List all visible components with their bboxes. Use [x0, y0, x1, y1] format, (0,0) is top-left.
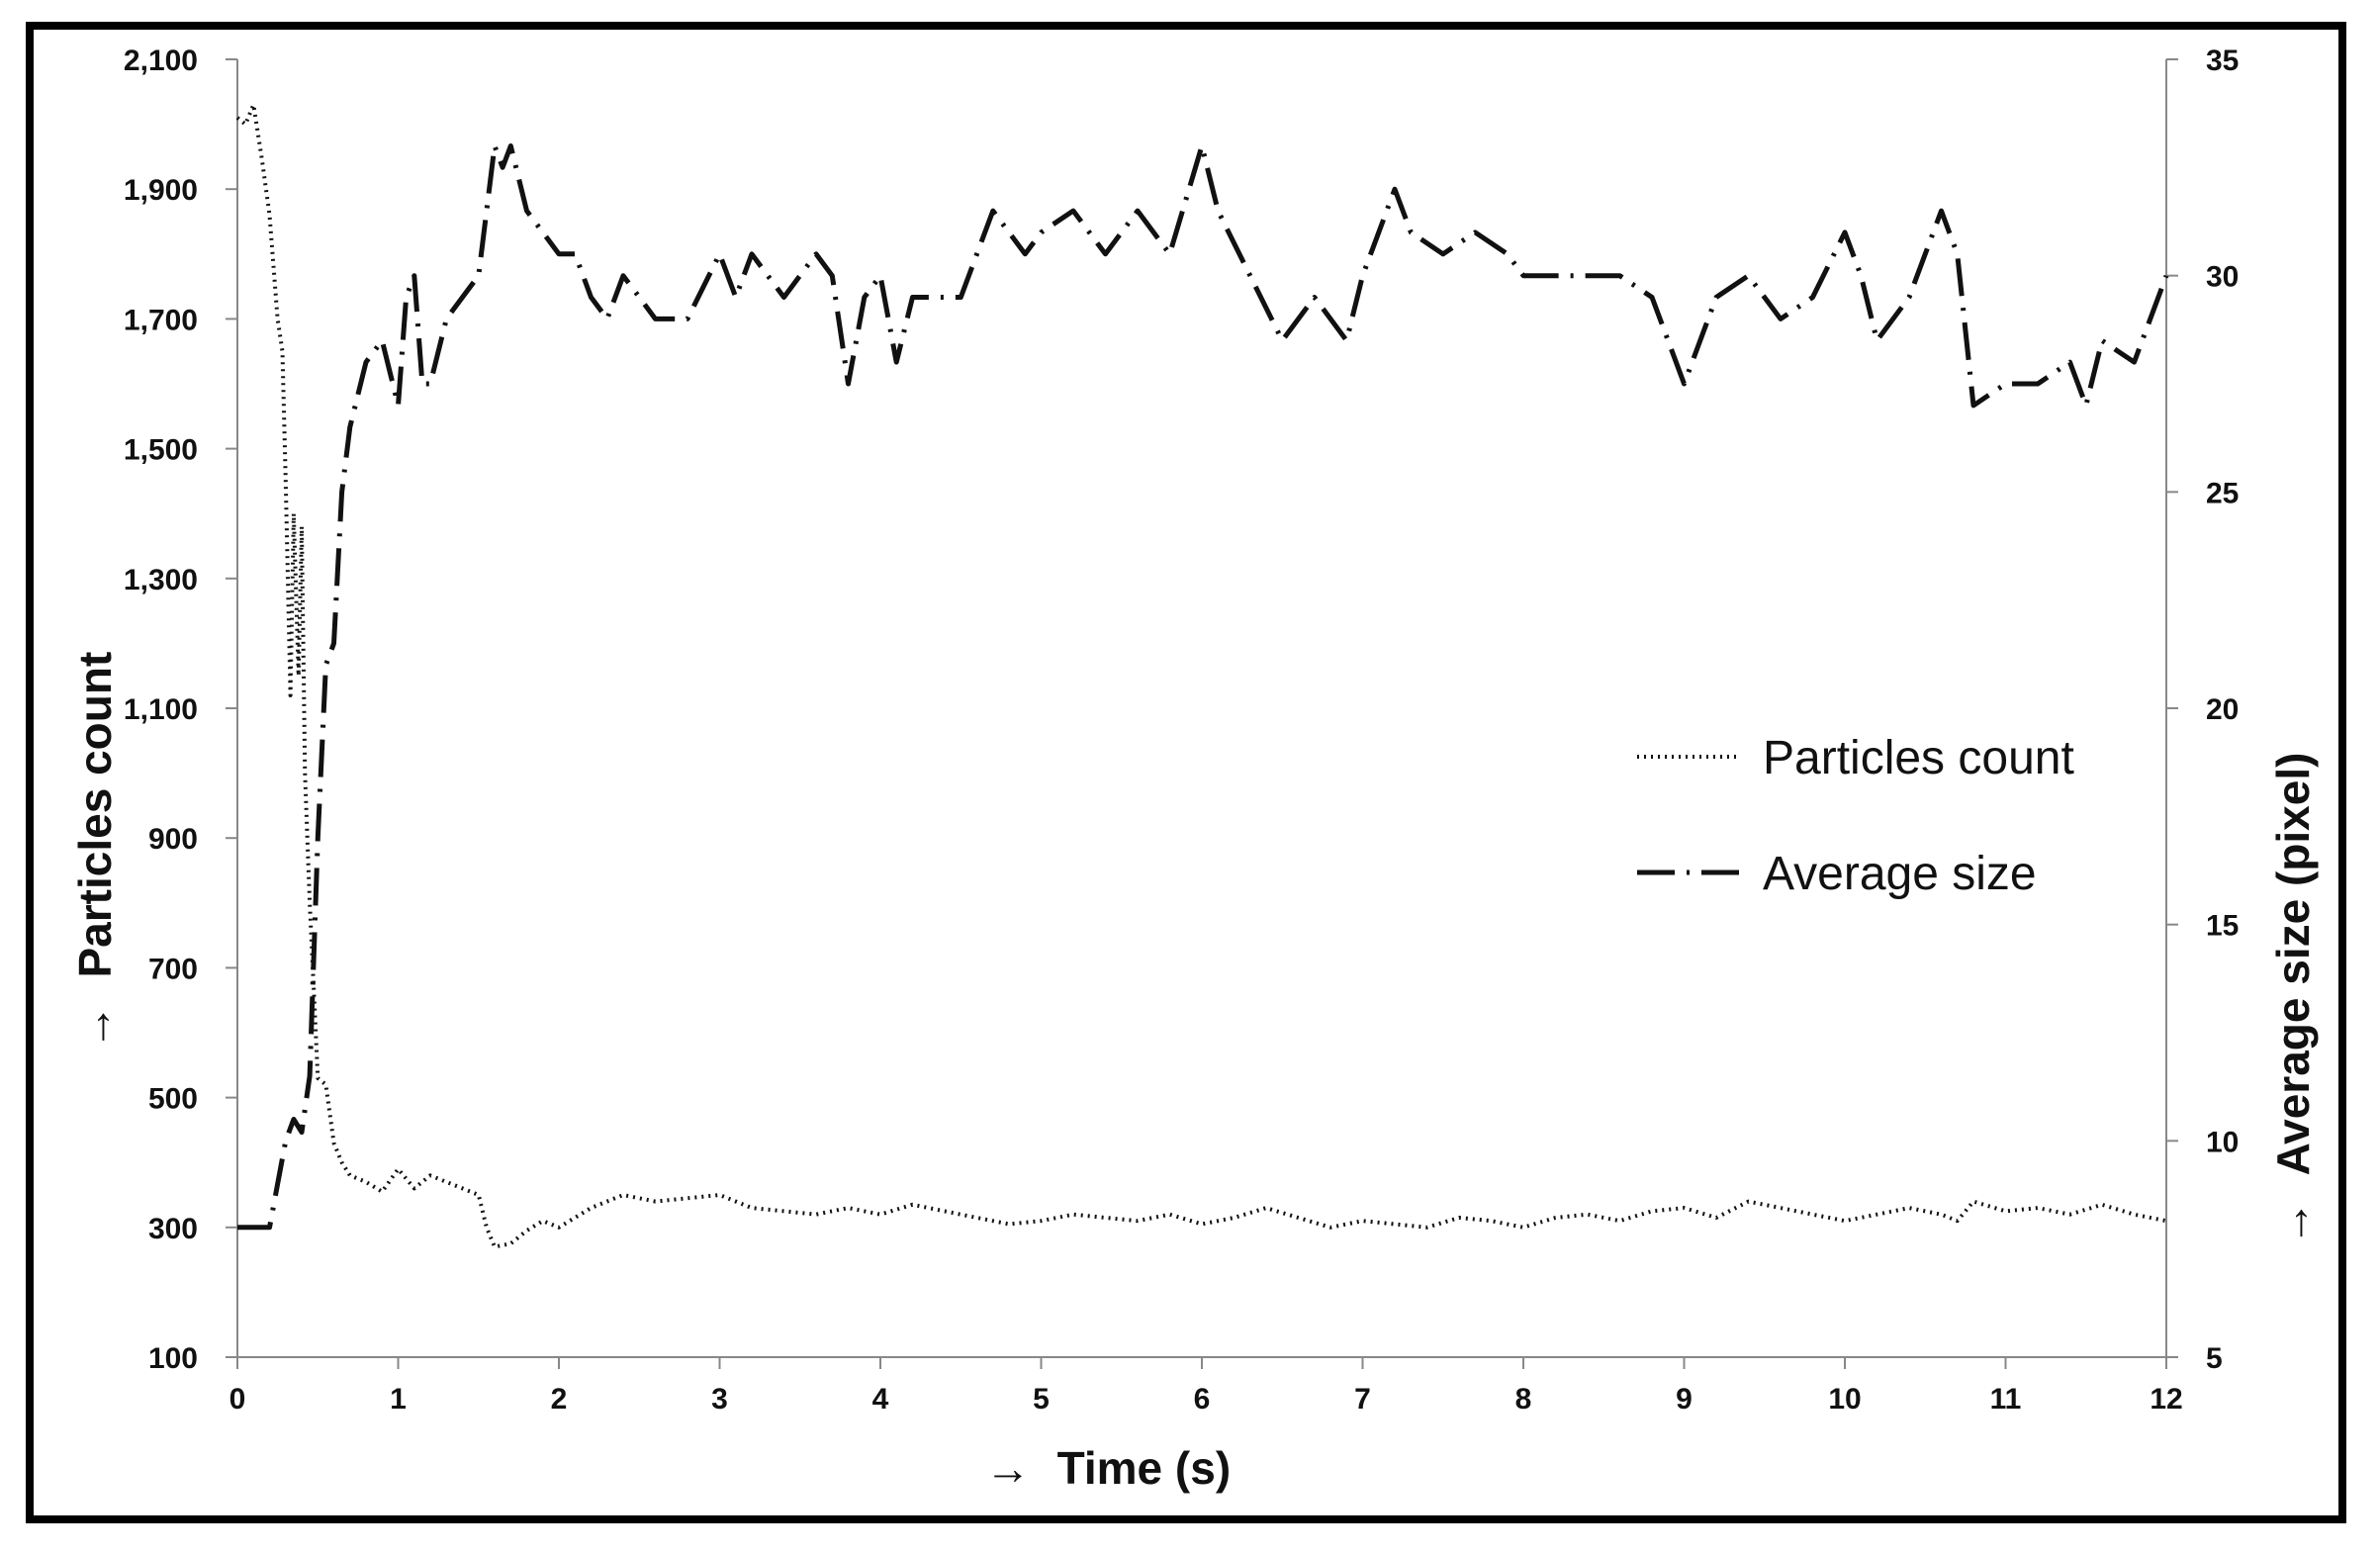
series-layer [235, 102, 2169, 1249]
x-tick-label: 6 [1194, 1383, 1211, 1416]
y-axis-left-arrow: → [69, 1004, 121, 1050]
legend-label-average-size: Average size [1763, 848, 2037, 900]
y-left-tick-label: 700 [148, 953, 198, 985]
y-axis-left-title: → Particles count [69, 652, 121, 1051]
x-axis-arrow: → [985, 1442, 1031, 1494]
y-axis-right-title: → Average size (pixel) [2267, 753, 2319, 1246]
y-left-tick-label: 300 [148, 1213, 198, 1245]
y-right-tick-label: 20 [2206, 693, 2239, 726]
legend: Particles count Average size [1637, 732, 2074, 900]
y-axis-left-label: Particles count [69, 652, 121, 978]
y-right-tick-label: 30 [2206, 261, 2239, 294]
y-left-tick-label: 1,500 [124, 434, 198, 467]
y-left-tick-label: 2,100 [124, 45, 198, 77]
x-tick-label: 9 [1676, 1383, 1693, 1416]
x-tick-label: 3 [711, 1383, 728, 1416]
y-right-tick-label: 10 [2206, 1126, 2239, 1158]
x-tick-label: 1 [390, 1383, 407, 1416]
x-tick-label: 12 [2150, 1383, 2182, 1416]
x-tick-label: 8 [1515, 1383, 1532, 1416]
y-left-tick-label: 1,300 [124, 564, 198, 596]
axes: 0 1 2 3 4 5 6 7 8 9 10 11 121003005007009001,1001,30… [124, 45, 2239, 1416]
y-left-tick-label: 1,100 [124, 693, 198, 726]
x-tick-label: 2 [551, 1383, 568, 1416]
y-right-tick-label: 25 [2206, 477, 2239, 509]
y-right-tick-label: 5 [2206, 1342, 2223, 1375]
svg-text:→ Time (s): → Time (s) [985, 1442, 1231, 1494]
svg-text:→ Particles count: → Particles count [69, 652, 121, 1051]
y-right-tick-label: 15 [2206, 910, 2239, 943]
x-axis-title: → Time (s) [985, 1442, 1231, 1494]
x-tick-label: 7 [1354, 1383, 1371, 1416]
x-axis-label: Time (s) [1057, 1442, 1232, 1494]
y-right-tick-label: 35 [2206, 45, 2239, 77]
y-left-tick-label: 500 [148, 1083, 198, 1116]
y-left-tick-label: 100 [148, 1342, 198, 1375]
x-tick-label: 5 [1033, 1383, 1050, 1416]
legend-label-particles-count: Particles count [1763, 732, 2074, 784]
series-line-average-size [237, 143, 2169, 1231]
svg-text:→ Average size (pixel): → Average size (pixel) [2267, 753, 2319, 1246]
x-tick-label: 0 [229, 1383, 246, 1416]
x-tick-label: 10 [1828, 1383, 1861, 1416]
y-left-tick-label: 900 [148, 823, 198, 856]
y-axis-right-label: Average size (pixel) [2267, 753, 2319, 1176]
y-axis-right-arrow: → [2267, 1200, 2319, 1245]
y-left-tick-label: 1,700 [124, 304, 198, 336]
series-line-particles-count [235, 102, 2167, 1249]
x-tick-label: 4 [872, 1383, 889, 1416]
y-left-tick-label: 1,900 [124, 174, 198, 207]
x-tick-label: 11 [1990, 1383, 2022, 1416]
